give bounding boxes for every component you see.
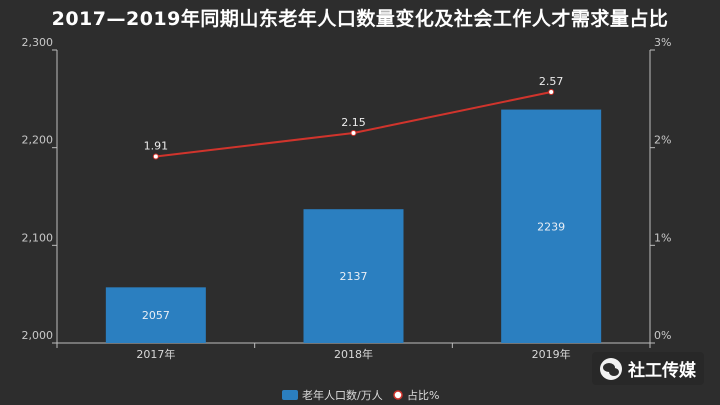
line-point <box>549 89 554 94</box>
watermark: 社工传媒 <box>592 352 704 385</box>
y-left-tick-label: 2,100 <box>22 231 54 244</box>
y-left-tick-label: 2,200 <box>22 134 54 147</box>
y-right-tick-label: 1% <box>654 231 671 244</box>
y-right-tick-label: 0% <box>654 329 671 342</box>
line-value-label: 2.57 <box>539 75 564 88</box>
bar-value-label: 2057 <box>142 309 170 322</box>
line-value-label: 1.91 <box>144 139 169 152</box>
y-left-tick-label: 2,000 <box>22 329 54 342</box>
x-tick-label: 2017年 <box>136 347 175 361</box>
legend: 老年人口数/万人 占比% <box>282 388 439 402</box>
bar-value-label: 2239 <box>537 220 565 233</box>
x-tick-label: 2019年 <box>532 347 571 361</box>
x-tick-label: 2018年 <box>334 347 373 361</box>
legend-swatch-line <box>394 391 402 399</box>
line-value-label: 2.15 <box>341 116 366 129</box>
legend-label-line: 占比% <box>407 388 439 402</box>
watermark-text: 社工传媒 <box>628 356 696 381</box>
legend-label-bar: 老年人口数/万人 <box>302 388 383 402</box>
line-point <box>351 131 356 136</box>
wechat-icon <box>600 358 622 380</box>
line-series: 1.91 2.15 2.57 <box>144 75 564 159</box>
y-right-tick-label: 2% <box>654 134 671 147</box>
bar-value-label: 2137 <box>340 270 368 283</box>
y-left-tick-label: 2,300 <box>22 36 54 49</box>
y-right-tick-label: 3% <box>654 36 671 49</box>
bar-series: 2057 2137 2239 <box>106 110 601 343</box>
legend-swatch-bar <box>282 390 298 400</box>
line-point <box>153 154 158 159</box>
